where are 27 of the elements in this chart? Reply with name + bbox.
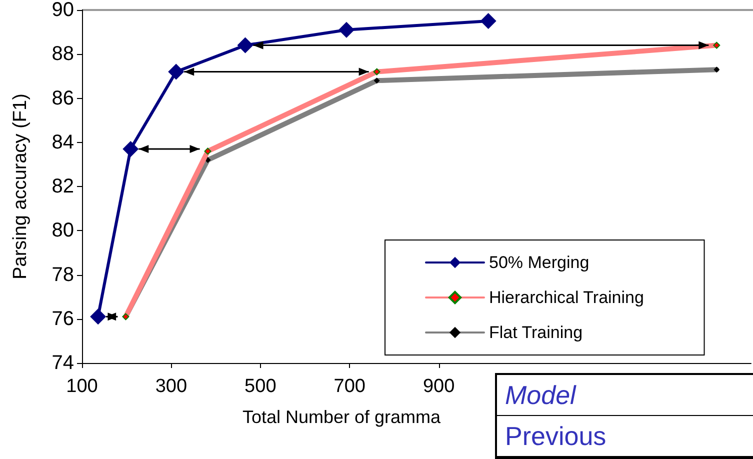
point (338, 22, 354, 38)
y-tick-label: 90 (52, 0, 74, 21)
x-axis-title: Total Number of gramma (242, 407, 442, 427)
y-tick-label: 84 (52, 131, 74, 154)
point (168, 64, 184, 80)
y-tick-label: 76 (52, 308, 74, 330)
x-tick-label: 100 (66, 376, 98, 397)
y-tick-label: 78 (52, 264, 74, 286)
point (237, 37, 254, 54)
x-tick-label: 700 (334, 376, 366, 397)
x-tick-label: 900 (422, 376, 455, 397)
y-tick-label: 86 (52, 87, 74, 110)
y-tick-label: 88 (52, 43, 74, 66)
y-tick-label: 80 (52, 220, 74, 242)
y-tick-label: 82 (52, 176, 74, 198)
legend-label: 50% Merging (489, 253, 590, 272)
text: Model (497, 375, 753, 416)
y-tick-label: 74 (52, 352, 74, 374)
x-tick-label: 300 (155, 376, 188, 397)
point (480, 13, 496, 30)
y-axis-title: Parsing accuracy (F1) (10, 94, 31, 280)
legend-label: Hierarchical Training (489, 288, 644, 307)
point (90, 308, 106, 325)
x-tick-label: 500 (244, 376, 276, 397)
text: Previous (497, 416, 753, 457)
legend-label: Flat Training (489, 323, 583, 342)
point (122, 140, 139, 157)
